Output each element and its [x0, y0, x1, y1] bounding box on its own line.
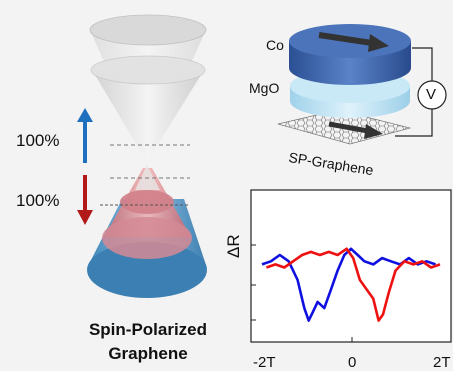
circuit-wire-lower [395, 108, 433, 137]
red-cone-rim [102, 217, 192, 259]
resistance-chart [250, 189, 452, 343]
x-tick-label-right: 2T [433, 354, 451, 371]
co-layer-label: Co [266, 37, 284, 53]
dirac-cone [87, 14, 207, 298]
series-layer [261, 247, 441, 322]
graphene-spin-arrow-icon [328, 121, 383, 139]
spin-down-percent: 100% [16, 191, 60, 210]
spin-down-arrow-icon [77, 175, 93, 225]
mgo-layer-label: MgO [249, 80, 280, 96]
blue-cone-base [87, 242, 207, 298]
x-tick-label-center: 0 [348, 354, 357, 371]
voltmeter-label: V [426, 86, 437, 103]
chart-y-label: ΔR [224, 234, 243, 258]
chart-frame [250, 189, 452, 343]
figure-title-line2: Graphene [108, 344, 188, 363]
spin-up-arrow-icon [77, 108, 93, 163]
circuit-wire [412, 47, 433, 82]
spin-up-percent: 100% [16, 131, 60, 150]
x-tick-label-left: -2T [253, 354, 276, 371]
series-line-2 [265, 247, 441, 322]
grey-cone-mid [90, 55, 206, 85]
voltmeter-icon [417, 80, 447, 110]
co-magnetization-arrow-icon [318, 32, 389, 52]
figure-title-line1: Spin-Polarized [88, 320, 208, 339]
grey-cone-top [89, 14, 207, 46]
red-cone-top [120, 190, 174, 214]
spin-valve-device [277, 24, 447, 145]
